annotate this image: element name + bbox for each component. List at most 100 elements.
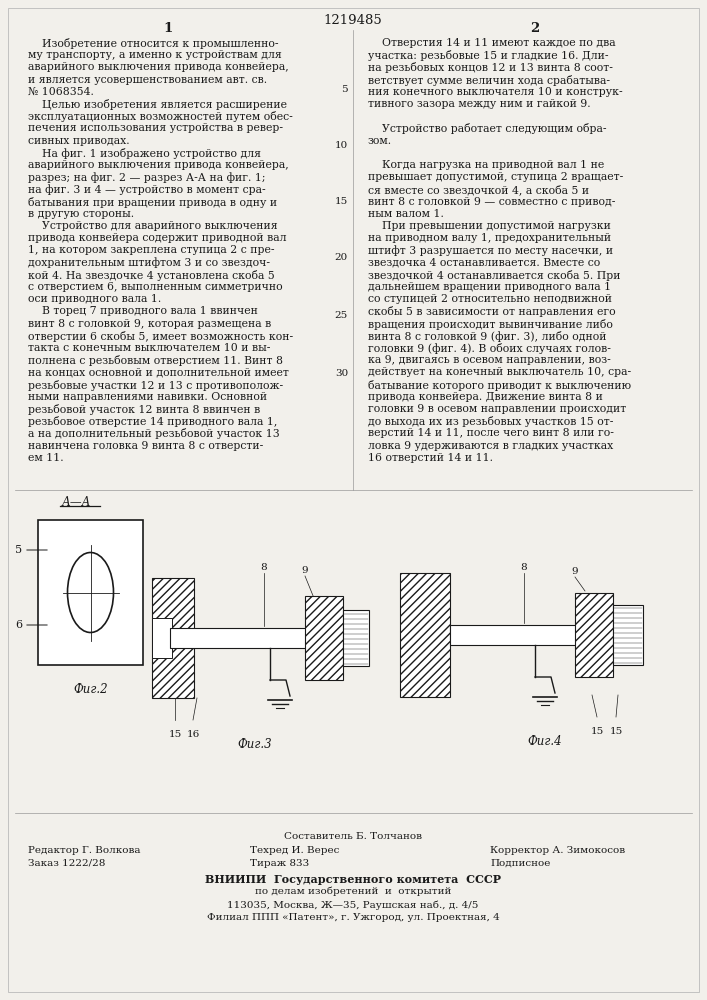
Text: Тираж 833: Тираж 833 (250, 859, 309, 868)
Text: на концах основной и дополнительной имеет: на концах основной и дополнительной имее… (28, 367, 289, 377)
Text: 20: 20 (334, 253, 348, 262)
Text: Фиг.3: Фиг.3 (238, 738, 272, 751)
Text: головки 9 (фиг. 4). В обоих случаях голов-: головки 9 (фиг. 4). В обоих случаях голо… (368, 343, 611, 354)
Text: 5: 5 (15, 545, 22, 555)
Text: на резьбовых концов 12 и 13 винта 8 соот-: на резьбовых концов 12 и 13 винта 8 соот… (368, 62, 613, 73)
Text: привода конвейера. Движение винта 8 и: привода конвейера. Движение винта 8 и (368, 392, 603, 402)
Text: 9: 9 (302, 566, 308, 575)
Text: ным валом 1.: ным валом 1. (368, 209, 444, 219)
Text: резьбовой участок 12 винта 8 ввинчен в: резьбовой участок 12 винта 8 ввинчен в (28, 404, 260, 415)
Text: ловка 9 удерживаются в гладких участках: ловка 9 удерживаются в гладких участках (368, 441, 613, 451)
Text: а на дополнительный резьбовой участок 13: а на дополнительный резьбовой участок 13 (28, 428, 280, 439)
Text: батывания при вращении привода в одну и: батывания при вращении привода в одну и (28, 197, 277, 208)
Text: 15: 15 (609, 727, 623, 736)
Text: Корректор А. Зимокосов: Корректор А. Зимокосов (490, 846, 625, 855)
Bar (38, 520, 143, 665)
Text: винт 8 с головкой 9, которая размещена в: винт 8 с головкой 9, которая размещена в (28, 319, 271, 329)
Text: оси приводного вала 1.: оси приводного вала 1. (28, 294, 161, 304)
Text: разрез; на фиг. 2 — разрез А-А на фиг. 1;: разрез; на фиг. 2 — разрез А-А на фиг. 1… (28, 172, 266, 183)
Text: 1: 1 (163, 22, 173, 35)
Text: Составитель Б. Толчанов: Составитель Б. Толчанов (284, 832, 422, 841)
Text: дохранительным штифтом 3 и со звездоч-: дохранительным штифтом 3 и со звездоч- (28, 258, 270, 268)
Text: 16 отверстий 14 и 11.: 16 отверстий 14 и 11. (368, 453, 493, 463)
Text: отверстии 6 скобы 5, имеет возможность кон-: отверстии 6 скобы 5, имеет возможность к… (28, 331, 293, 342)
Text: 8: 8 (520, 563, 527, 572)
Text: 15: 15 (334, 198, 348, 207)
Text: ся вместе со звездочкой 4, а скоба 5 и: ся вместе со звездочкой 4, а скоба 5 и (368, 184, 589, 195)
Bar (305, 596, 343, 680)
Bar (343, 610, 369, 666)
Text: Фиг.4: Фиг.4 (527, 735, 562, 748)
Text: ния конечного выключателя 10 и конструк-: ния конечного выключателя 10 и конструк- (368, 87, 623, 97)
Text: Техред И. Верес: Техред И. Верес (250, 846, 339, 855)
Text: дальнейшем вращении приводного вала 1: дальнейшем вращении приводного вала 1 (368, 282, 611, 292)
Bar (152, 618, 172, 658)
Text: резьбовые участки 12 и 13 с противополож-: резьбовые участки 12 и 13 с противополож… (28, 380, 283, 391)
Text: сивных приводах.: сивных приводах. (28, 136, 129, 146)
Text: со ступицей 2 относительно неподвижной: со ступицей 2 относительно неподвижной (368, 294, 612, 304)
Text: Филиал ППП «Патент», г. Ужгород, ул. Проектная, 4: Филиал ППП «Патент», г. Ужгород, ул. Про… (206, 913, 499, 922)
Text: печения использования устройства в ревер-: печения использования устройства в ревер… (28, 123, 283, 133)
Text: 1219485: 1219485 (324, 14, 382, 27)
Bar (575, 593, 613, 677)
Text: винта 8 с головкой 9 (фиг. 3), либо одной: винта 8 с головкой 9 (фиг. 3), либо одно… (368, 331, 607, 342)
Text: 8: 8 (261, 563, 267, 572)
Bar (170, 628, 325, 648)
Text: Когда нагрузка на приводной вал 1 не: Когда нагрузка на приводной вал 1 не (368, 160, 604, 170)
Text: му транспорту, а именно к устройствам для: му транспорту, а именно к устройствам дл… (28, 50, 282, 60)
Text: участка: резьбовые 15 и гладкие 16. Дли-: участка: резьбовые 15 и гладкие 16. Дли- (368, 50, 609, 61)
Text: привода конвейера содержит приводной вал: привода конвейера содержит приводной вал (28, 233, 286, 243)
Text: 16: 16 (187, 730, 199, 739)
Text: 9: 9 (572, 567, 578, 576)
Text: на фиг. 3 и 4 — устройство в момент сра-: на фиг. 3 и 4 — устройство в момент сра- (28, 184, 266, 195)
Text: ВНИИПИ  Государственного комитета  СССР: ВНИИПИ Государственного комитета СССР (205, 874, 501, 885)
Text: Заказ 1222/28: Заказ 1222/28 (28, 859, 105, 868)
Text: батывание которого приводит к выключению: батывание которого приводит к выключению (368, 380, 631, 391)
Text: 25: 25 (334, 310, 348, 320)
Text: звездочкой 4 останавливается скоба 5. При: звездочкой 4 останавливается скоба 5. Пр… (368, 270, 621, 281)
Text: Редактор Г. Волкова: Редактор Г. Волкова (28, 846, 141, 855)
Text: ем 11.: ем 11. (28, 453, 64, 463)
Text: полнена с резьбовым отверстием 11. Винт 8: полнена с резьбовым отверстием 11. Винт … (28, 355, 283, 366)
Text: 1, на котором закреплена ступица 2 с пре-: 1, на котором закреплена ступица 2 с пре… (28, 245, 274, 255)
Bar (613, 605, 643, 665)
Text: звездочка 4 останавливается. Вместе со: звездочка 4 останавливается. Вместе со (368, 258, 600, 268)
Text: скобы 5 в зависимости от направления его: скобы 5 в зависимости от направления его (368, 306, 616, 317)
Text: и является усовершенствованием авт. св.: и является усовершенствованием авт. св. (28, 75, 267, 85)
Text: навинчена головка 9 винта 8 с отверсти-: навинчена головка 9 винта 8 с отверсти- (28, 441, 263, 451)
Text: ветствует сумме величин хода срабатыва-: ветствует сумме величин хода срабатыва- (368, 75, 610, 86)
Text: Подписное: Подписное (490, 859, 550, 868)
Text: 30: 30 (334, 368, 348, 377)
Text: тивного зазора между ним и гайкой 9.: тивного зазора между ним и гайкой 9. (368, 99, 590, 109)
Text: винт 8 с головкой 9 — совместно с привод-: винт 8 с головкой 9 — совместно с привод… (368, 197, 615, 207)
Text: действует на конечный выключатель 10, сра-: действует на конечный выключатель 10, ср… (368, 367, 631, 377)
Text: аварийного выключения привода конвейера,: аварийного выключения привода конвейера, (28, 160, 288, 170)
Text: Устройство для аварийного выключения: Устройство для аварийного выключения (28, 221, 278, 231)
Text: эксплуатационных возможностей путем обес-: эксплуатационных возможностей путем обес… (28, 111, 293, 122)
Text: головки 9 в осевом направлении происходит: головки 9 в осевом направлении происходи… (368, 404, 626, 414)
Text: 15: 15 (590, 727, 604, 736)
Text: А—А: А—А (62, 496, 91, 509)
Text: В торец 7 приводного вала 1 ввинчен: В торец 7 приводного вала 1 ввинчен (28, 306, 258, 316)
Text: штифт 3 разрушается по месту насечки, и: штифт 3 разрушается по месту насечки, и (368, 245, 613, 256)
Text: Изобретение относится к промышленно-: Изобретение относится к промышленно- (28, 38, 279, 49)
Text: 2: 2 (530, 22, 539, 35)
Text: на приводном валу 1, предохранительный: на приводном валу 1, предохранительный (368, 233, 611, 243)
Text: На фиг. 1 изображено устройство для: На фиг. 1 изображено устройство для (28, 148, 261, 159)
Text: 5: 5 (341, 86, 348, 95)
Text: до выхода их из резьбовых участков 15 от-: до выхода их из резьбовых участков 15 от… (368, 416, 614, 427)
Text: такта с конечным выключателем 10 и вы-: такта с конечным выключателем 10 и вы- (28, 343, 270, 353)
Text: в другую стороны.: в другую стороны. (28, 209, 134, 219)
Text: Целью изобретения является расширение: Целью изобретения является расширение (28, 99, 287, 110)
Text: 15: 15 (168, 730, 182, 739)
Text: Фиг.2: Фиг.2 (74, 683, 107, 696)
Text: аварийного выключения привода конвейера,: аварийного выключения привода конвейера, (28, 62, 288, 72)
Text: превышает допустимой, ступица 2 вращает-: превышает допустимой, ступица 2 вращает- (368, 172, 624, 182)
Text: Отверстия 14 и 11 имеют каждое по два: Отверстия 14 и 11 имеют каждое по два (368, 38, 616, 48)
Bar (152, 578, 194, 698)
Text: зом.: зом. (368, 136, 392, 146)
Text: ными направлениями навивки. Основной: ными направлениями навивки. Основной (28, 392, 267, 402)
Text: ка 9, двигаясь в осевом направлении, воз-: ка 9, двигаясь в осевом направлении, воз… (368, 355, 611, 365)
Text: кой 4. На звездочке 4 установлена скоба 5: кой 4. На звездочке 4 установлена скоба … (28, 270, 275, 281)
Text: 10: 10 (334, 140, 348, 149)
